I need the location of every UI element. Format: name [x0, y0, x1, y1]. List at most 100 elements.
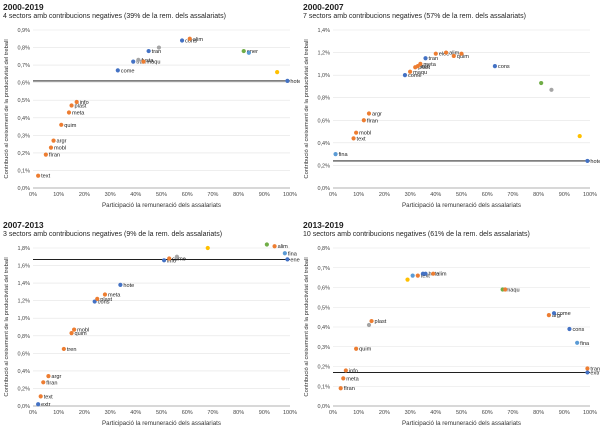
data-point — [241, 48, 246, 54]
scatter-plot: 0,0% 0,2% 0,4% 0,6% 0,8% 1,0% 1,2% 1,4% 0% 10% 20%… — [304, 28, 600, 209]
data-point — [264, 242, 269, 247]
y-tick-label: 0,2% — [17, 151, 30, 157]
data-point — [69, 331, 74, 336]
chart-title: 2000-2019 — [3, 2, 44, 12]
data-point — [92, 299, 97, 304]
x-tick-label: 40% — [130, 410, 141, 416]
point-label: plast — [418, 65, 430, 71]
point-label: hote — [590, 159, 600, 165]
y-tick-label: 1,4% — [317, 28, 330, 34]
data-point — [61, 346, 66, 352]
point-label: come — [121, 68, 135, 74]
x-tick-label: 70% — [207, 192, 218, 198]
point-label: meta — [72, 111, 85, 117]
data-point — [46, 374, 51, 379]
y-tick-label: 0,0% — [317, 186, 330, 192]
point-label: alim — [449, 51, 460, 57]
x-axis-label: Participació la remuneració dels assalar… — [402, 202, 521, 209]
y-tick-label: 0,1% — [317, 384, 330, 390]
data-point — [405, 277, 410, 282]
data-point — [341, 376, 346, 381]
data-point — [402, 73, 408, 78]
data-point — [546, 313, 551, 318]
data-point — [539, 80, 544, 86]
x-tick-label: 40% — [430, 410, 441, 416]
point-label: plast — [75, 103, 87, 109]
data-point — [146, 48, 151, 54]
data-point — [366, 111, 372, 116]
x-tick-label: 100% — [283, 410, 297, 416]
y-tick-label: 0,0% — [17, 186, 30, 192]
point-label: ener — [247, 49, 258, 55]
data-point — [503, 287, 508, 292]
data-point — [51, 138, 56, 143]
point-label: come — [557, 311, 571, 317]
point-label: quim — [75, 331, 87, 337]
x-tick-label: 60% — [482, 192, 493, 198]
y-tick-label: 0,4% — [317, 141, 330, 147]
scatter-plot: 0,0% 0,1% 0,2% 0,3% 0,4% 0,5% 0,6% 0,7% 0,8% 0% 10… — [304, 246, 600, 427]
point-label: tran — [429, 56, 439, 62]
data-point — [36, 173, 41, 178]
x-tick-label: 90% — [259, 192, 270, 198]
x-axis-label: Participació la remuneració dels assalar… — [102, 202, 221, 209]
chart-panel-3: 2007-2013 3 sectors amb contribucions ne… — [0, 218, 300, 436]
point-label: meta — [423, 62, 436, 68]
y-tick-label: 0,2% — [317, 163, 330, 169]
data-point — [585, 366, 590, 371]
point-label: argr — [57, 139, 67, 145]
x-tick-label: 10% — [53, 410, 64, 416]
x-tick-label: 10% — [353, 410, 364, 416]
x-tick-label: 0% — [29, 192, 37, 198]
point-label: meta — [346, 376, 359, 382]
data-point — [333, 152, 338, 157]
data-point — [41, 380, 46, 385]
x-tick-label: 30% — [405, 192, 416, 198]
point-label: tran — [152, 49, 162, 55]
chart-subtitle: 4 sectors amb contribucions negatives (3… — [3, 13, 226, 20]
x-tick-label: 60% — [482, 410, 493, 416]
y-tick-label: 1,4% — [17, 281, 30, 287]
x-tick-label: 80% — [233, 192, 244, 198]
data-point — [43, 152, 48, 157]
point-label: info — [167, 258, 176, 264]
point-label: cons — [98, 300, 110, 306]
data-point — [136, 57, 141, 62]
point-label: info — [421, 64, 430, 70]
x-tick-label: 100% — [283, 192, 297, 198]
data-point — [69, 103, 74, 108]
point-label: come — [172, 257, 186, 263]
y-tick-label: 0,1% — [17, 168, 30, 174]
data-point — [272, 244, 277, 249]
data-point — [443, 50, 449, 55]
x-tick-label: 40% — [130, 192, 141, 198]
point-label: mobl — [54, 146, 66, 152]
data-point — [275, 70, 280, 75]
x-tick-label: 60% — [182, 410, 193, 416]
data-point — [187, 36, 192, 41]
x-tick-label: 50% — [456, 192, 467, 198]
data-point — [282, 251, 287, 256]
data-point — [343, 368, 348, 373]
chart-subtitle: 3 sectors amb contribucions negatives (9… — [3, 231, 223, 238]
y-tick-label: 1,2% — [17, 299, 30, 305]
point-label: fina — [288, 251, 298, 257]
data-point — [205, 245, 210, 251]
point-label: text — [41, 174, 50, 180]
y-tick-label: 0,5% — [17, 98, 30, 104]
data-point — [156, 45, 162, 50]
point-label: ener — [290, 257, 300, 263]
data-point — [179, 38, 185, 43]
point-label: meta — [108, 293, 121, 299]
data-point — [95, 296, 100, 302]
data-point — [354, 346, 359, 351]
chart-subtitle: 10 sectors amb contribucions negatives (… — [303, 231, 530, 238]
y-tick-label: 0,4% — [17, 116, 30, 122]
point-label: extr — [41, 402, 50, 408]
chart-panel-1: 2000-2019 4 sectors amb contribucions ne… — [0, 0, 300, 218]
data-point — [433, 51, 438, 56]
y-axis-label: Contribució al creixement de la producti… — [4, 39, 10, 178]
data-point — [577, 133, 582, 139]
data-point — [551, 311, 557, 316]
point-label: fIran — [344, 386, 355, 392]
